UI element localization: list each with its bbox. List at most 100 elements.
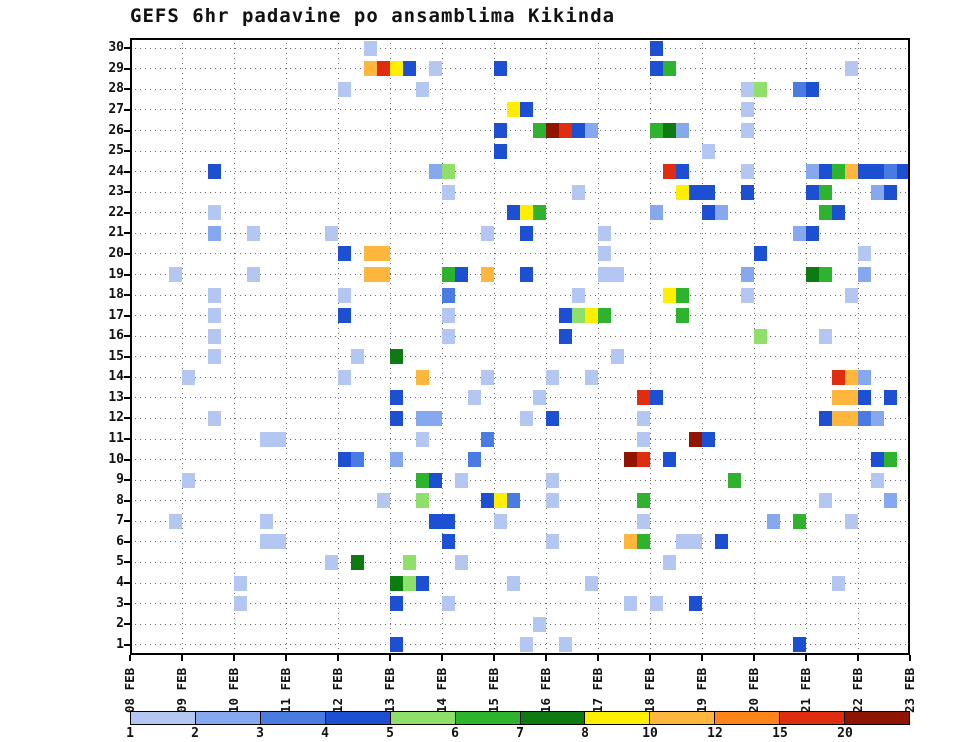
heatmap-cell xyxy=(806,267,819,283)
x-axis-tick-mark xyxy=(597,655,599,661)
gridline-horizontal xyxy=(130,130,910,132)
colorbar-tick-label: 6 xyxy=(451,726,459,741)
x-axis-tick-label: 12 FEB xyxy=(330,667,345,713)
y-axis-tick-label: 27 xyxy=(108,101,124,117)
colorbar-tick-label: 4 xyxy=(321,726,329,741)
x-axis-tick-mark xyxy=(493,655,495,661)
gridline-horizontal xyxy=(130,47,910,49)
y-axis-tick-label: 13 xyxy=(108,389,124,405)
heatmap-cell xyxy=(715,205,728,221)
heatmap-cell xyxy=(676,123,689,139)
heatmap-cell xyxy=(208,328,221,344)
heatmap-cell xyxy=(260,534,273,550)
y-axis-tick-mark xyxy=(124,129,130,132)
heatmap-cell xyxy=(533,616,546,632)
heatmap-cell xyxy=(858,246,871,262)
heatmap-cell xyxy=(377,267,390,283)
colorbar-segment xyxy=(325,712,391,724)
colorbar-segment xyxy=(260,712,326,724)
y-axis-tick-label: 21 xyxy=(108,225,124,241)
heatmap-cell xyxy=(494,513,507,529)
heatmap-cell xyxy=(481,267,494,283)
colorbar-segment xyxy=(131,712,196,724)
gridline-horizontal xyxy=(130,356,910,358)
colorbar-tick-label: 15 xyxy=(772,726,788,741)
y-axis-tick-mark xyxy=(124,108,130,111)
heatmap-cell xyxy=(650,390,663,406)
colorbar-tick-label: 7 xyxy=(516,726,524,741)
x-axis-tick-label: 09 FEB xyxy=(174,667,189,713)
gridline-vertical xyxy=(702,38,703,655)
x-axis-tick-label: 22 FEB xyxy=(850,667,865,713)
y-axis-tick-mark xyxy=(124,88,130,91)
gridline-horizontal xyxy=(130,294,910,296)
heatmap-cell xyxy=(390,61,403,77)
x-axis-tick-label: 08 FEB xyxy=(122,667,137,713)
heatmap-cell xyxy=(806,164,819,180)
x-axis-tick-mark xyxy=(129,655,131,661)
heatmap-cell xyxy=(884,184,897,200)
heatmap-cell xyxy=(429,61,442,77)
heatmap-cell xyxy=(442,308,455,324)
y-axis-tick-label: 20 xyxy=(108,245,124,261)
heatmap-cell xyxy=(520,102,533,118)
heatmap-cell xyxy=(481,225,494,241)
colorbar-tick-label: 8 xyxy=(581,726,589,741)
y-axis-tick-label: 1 xyxy=(116,636,124,652)
heatmap-cell xyxy=(351,349,364,365)
heatmap-cell xyxy=(676,534,689,550)
gridline-vertical xyxy=(390,38,391,655)
heatmap-cell xyxy=(403,554,416,570)
heatmap-cell xyxy=(520,637,533,653)
gridline-vertical xyxy=(286,38,287,655)
y-axis-tick-mark xyxy=(124,47,130,50)
heatmap-cell xyxy=(793,637,806,653)
heatmap-cell xyxy=(832,369,845,385)
heatmap-cell xyxy=(520,410,533,426)
gridline-horizontal xyxy=(130,171,910,173)
heatmap-cell xyxy=(390,596,403,612)
heatmap-cell xyxy=(871,410,884,426)
heatmap-cell xyxy=(767,513,780,529)
y-axis-tick-label: 3 xyxy=(116,595,124,611)
heatmap-cell xyxy=(429,164,442,180)
heatmap-cell xyxy=(481,431,494,447)
x-axis-tick-label: 21 FEB xyxy=(798,667,813,713)
heatmap-cell xyxy=(520,225,533,241)
heatmap-cell xyxy=(390,637,403,653)
heatmap-cell xyxy=(455,267,468,283)
x-axis-tick-mark xyxy=(441,655,443,661)
colorbar-segment xyxy=(585,712,651,724)
heatmap-cell xyxy=(884,493,897,509)
heatmap-cell xyxy=(520,205,533,221)
colorbar-segment xyxy=(455,712,521,724)
heatmap-cell xyxy=(208,410,221,426)
heatmap-cell xyxy=(884,452,897,468)
y-axis-tick-label: 26 xyxy=(108,122,124,138)
heatmap-cell xyxy=(390,390,403,406)
heatmap-cell xyxy=(182,472,195,488)
heatmap-cell xyxy=(442,328,455,344)
y-axis-tick-mark xyxy=(124,417,130,420)
colorbar-tick-label: 5 xyxy=(386,726,394,741)
heatmap-cell xyxy=(273,431,286,447)
heatmap-cell xyxy=(416,410,429,426)
heatmap-cell xyxy=(663,61,676,77)
heatmap-cell xyxy=(572,123,585,139)
heatmap-cell xyxy=(416,431,429,447)
x-axis-tick-mark xyxy=(857,655,859,661)
y-axis-tick-label: 12 xyxy=(108,410,124,426)
heatmap-cell xyxy=(546,369,559,385)
heatmap-cell xyxy=(611,349,624,365)
gridline-horizontal xyxy=(130,376,910,378)
heatmap-cell xyxy=(845,287,858,303)
y-axis-tick-mark xyxy=(124,376,130,379)
heatmap-cell xyxy=(559,637,572,653)
heatmap-cell xyxy=(884,390,897,406)
heatmap-cell xyxy=(494,61,507,77)
y-axis-tick-mark xyxy=(124,520,130,523)
x-axis-tick-label: 10 FEB xyxy=(226,667,241,713)
heatmap-cell xyxy=(416,472,429,488)
gridline-horizontal xyxy=(130,438,910,440)
y-axis-tick-label: 18 xyxy=(108,287,124,303)
